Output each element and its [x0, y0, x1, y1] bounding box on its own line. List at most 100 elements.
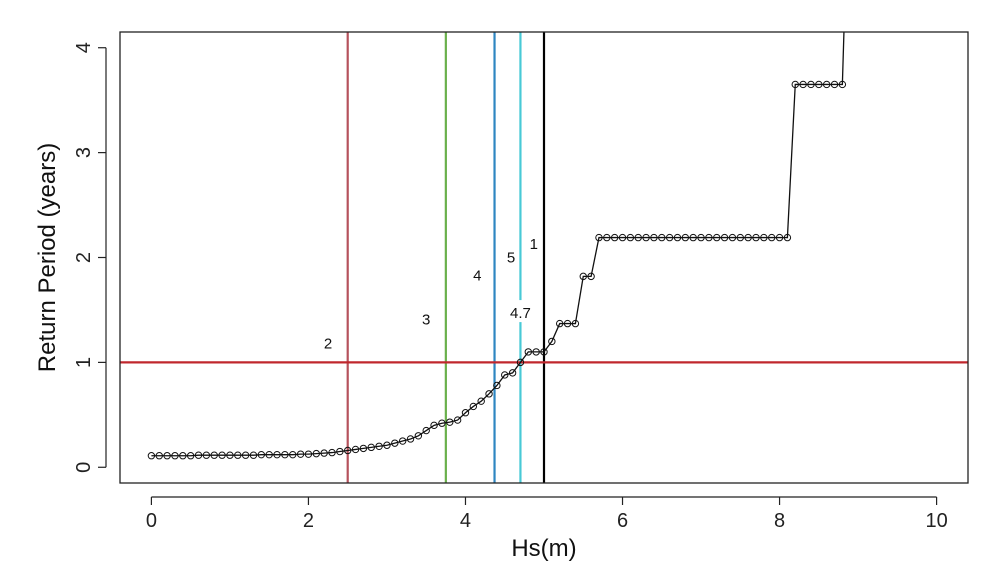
annotation-label-2: 3: [422, 311, 430, 328]
data-point: [516, 358, 525, 367]
data-point: [634, 233, 642, 242]
data-point: [344, 446, 352, 455]
data-point: [540, 348, 548, 356]
data-point: [320, 449, 328, 457]
data-point: [579, 272, 587, 281]
data-point: [713, 233, 721, 242]
x-tick-label: 2: [303, 510, 314, 532]
data-point: [603, 233, 611, 242]
data-point: [312, 449, 320, 458]
data-point: [665, 233, 674, 242]
data-point: [304, 450, 313, 458]
data-point: [186, 452, 195, 460]
data-point: [501, 371, 509, 379]
y-tick-label: 0: [73, 462, 95, 473]
data-point: [171, 452, 179, 460]
data-point: [446, 418, 454, 426]
data-point: [689, 233, 697, 242]
data-point: [587, 272, 595, 281]
data-point: [375, 442, 383, 450]
data-point: [147, 452, 156, 460]
data-point: [359, 444, 368, 453]
data-point: [768, 233, 776, 242]
data-point: [752, 233, 760, 242]
data-point: [351, 445, 360, 454]
data-point: [610, 233, 619, 242]
data-point: [705, 233, 713, 242]
data-point: [328, 448, 336, 457]
data-point: [398, 437, 407, 445]
data-point: [815, 80, 823, 89]
data-point: [289, 450, 297, 459]
y-tick-label: 2: [73, 252, 95, 263]
data-point: [508, 369, 517, 377]
data-point: [728, 233, 737, 242]
data-point: [791, 80, 799, 89]
data-point: [414, 432, 423, 440]
data-point: [383, 441, 391, 449]
data-point: [822, 80, 831, 89]
y-tick-label: 1: [73, 357, 95, 368]
data-point: [524, 348, 532, 356]
data-point: [744, 233, 752, 242]
data-point: [438, 419, 446, 427]
data-point: [697, 233, 705, 242]
data-point: [265, 450, 273, 459]
x-tick-label: 4: [460, 510, 471, 532]
data-point: [760, 233, 768, 242]
annotation-background: [505, 300, 536, 323]
data-point: [391, 439, 399, 447]
data-point: [807, 80, 815, 89]
data-point: [226, 451, 234, 459]
data-point: [532, 348, 540, 356]
data-point: [422, 426, 430, 435]
x-tick-label: 6: [617, 510, 628, 532]
data-point: [595, 233, 603, 242]
data-point: [461, 409, 470, 417]
data-point: [626, 233, 635, 242]
data-point: [163, 452, 171, 460]
x-tick-label: 10: [925, 510, 947, 532]
annotation-label-5: 1: [530, 236, 538, 253]
annotation-label-4: 5: [507, 250, 515, 267]
data-point: [367, 443, 375, 452]
data-point: [281, 450, 289, 459]
y-tick-label: 3: [73, 147, 95, 158]
annotation-label-1: 2: [324, 336, 332, 353]
data-point: [783, 233, 792, 242]
data-point: [775, 233, 784, 242]
x-tick-label: 0: [146, 510, 157, 532]
data-point: [234, 451, 242, 459]
data-point: [830, 80, 839, 89]
x-axis-title: Hs(m): [511, 535, 576, 562]
data-point: [202, 451, 211, 459]
series-line-1: [151, 32, 845, 457]
y-tick-label: 4: [73, 42, 95, 53]
data-point: [548, 337, 556, 346]
data-point: [658, 233, 666, 242]
data-point: [642, 233, 650, 242]
x-tick-label: 8: [774, 510, 785, 532]
data-point: [249, 451, 258, 459]
data-point: [179, 452, 187, 460]
data-point: [673, 233, 682, 242]
annotation-label-3: 4: [473, 267, 481, 284]
data-point: [336, 447, 344, 456]
data-point: [430, 421, 438, 430]
data-point: [469, 402, 478, 411]
plot-frame: [119, 31, 969, 484]
data-point: [571, 319, 580, 328]
data-point: [720, 233, 729, 242]
data-point: [241, 451, 250, 459]
data-point: [485, 390, 493, 398]
data-point: [736, 233, 744, 242]
data-point: [681, 233, 690, 242]
data-point: [618, 233, 627, 242]
data-point: [799, 80, 807, 89]
data-point: [453, 416, 462, 424]
data-point: [650, 233, 658, 242]
data-point: [838, 80, 847, 89]
data-point: [563, 319, 572, 328]
data-point: [155, 452, 163, 460]
